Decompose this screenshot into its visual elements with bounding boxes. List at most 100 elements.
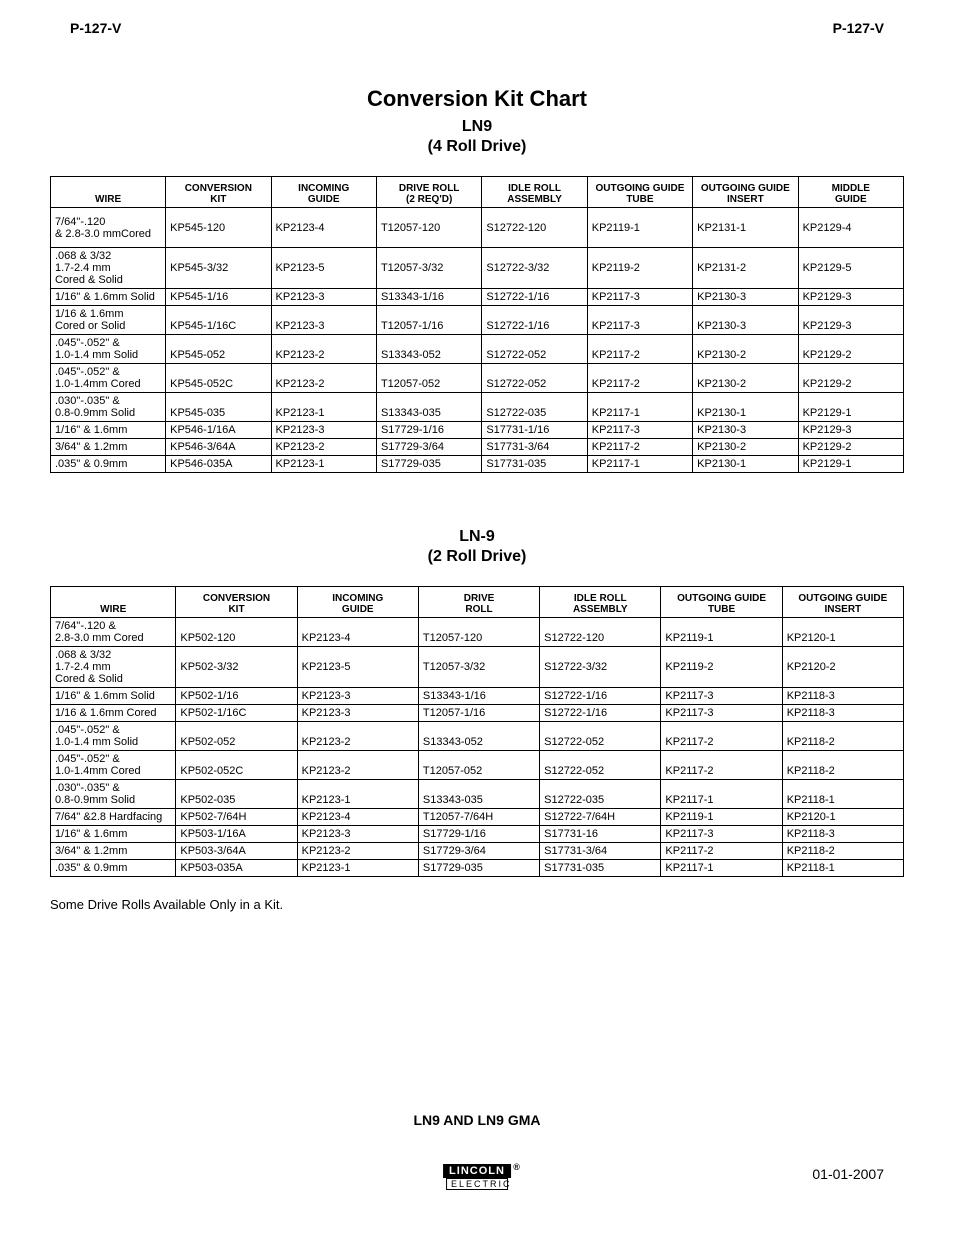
data-cell: KP2123-1 <box>271 456 376 473</box>
data-cell: KP2123-2 <box>271 364 376 393</box>
col-header: INCOMINGGUIDE <box>271 177 376 208</box>
data-cell: KP2117-1 <box>661 860 782 877</box>
data-cell: KP502-1/16 <box>176 688 297 705</box>
col-header: IDLE ROLLASSEMBLY <box>482 177 587 208</box>
data-cell: KP2130-1 <box>693 393 798 422</box>
col-header: OUTGOING GUIDETUBE <box>661 587 782 618</box>
data-cell: KP2129-2 <box>798 364 903 393</box>
data-cell: KP2120-2 <box>782 647 903 688</box>
wire-cell: .030"-.035" &0.8-0.9mm Solid <box>51 780 176 809</box>
table-row: .045"-.052" &1.0-1.4 mm SolidKP545-052KP… <box>51 335 904 364</box>
data-cell: KP2129-2 <box>798 439 903 456</box>
data-cell: KP2129-3 <box>798 289 903 306</box>
data-cell: T12057-1/16 <box>418 705 539 722</box>
data-cell: KP2117-2 <box>587 439 692 456</box>
data-cell: S17729-1/16 <box>376 422 481 439</box>
data-cell: KP2123-2 <box>297 843 418 860</box>
data-cell: KP2123-4 <box>297 618 418 647</box>
wire-cell: 1/16 & 1.6mmCored or Solid <box>51 306 166 335</box>
data-cell: S17731-3/64 <box>540 843 661 860</box>
data-cell: KP2123-3 <box>297 688 418 705</box>
col-header: WIRE <box>51 177 166 208</box>
table-row: 1/16 & 1.6mmCored or SolidKP545-1/16C KP2… <box>51 306 904 335</box>
wire-cell: 3/64" & 1.2mm <box>51 843 176 860</box>
wire-cell: 7/64"-.120 &2.8-3.0 mm Cored <box>51 618 176 647</box>
data-cell: KP2117-3 <box>587 422 692 439</box>
wire-cell: 7/64" &2.8 Hardfacing <box>51 809 176 826</box>
data-cell: KP545-052 <box>166 335 271 364</box>
data-cell: KP502-7/64H <box>176 809 297 826</box>
col-header: OUTGOING GUIDEINSERT <box>782 587 903 618</box>
data-cell: S17729-1/16 <box>418 826 539 843</box>
data-cell: KP503-3/64A <box>176 843 297 860</box>
data-cell: KP2119-1 <box>661 618 782 647</box>
col-header: WIRE <box>51 587 176 618</box>
data-cell: KP546-1/16A <box>166 422 271 439</box>
table-row: .030"-.035" &0.8-0.9mm SolidKP545-035KP2… <box>51 393 904 422</box>
data-cell: KP2130-2 <box>693 364 798 393</box>
data-cell: KP2130-3 <box>693 422 798 439</box>
table-row: 1/16 & 1.6mm CoredKP502-1/16CKP2123-3T12… <box>51 705 904 722</box>
data-cell: KP546-035A <box>166 456 271 473</box>
data-cell: KP2123-2 <box>271 439 376 456</box>
data-cell: KP2117-2 <box>587 364 692 393</box>
table-row: 7/64"-.120 &2.8-3.0 mm CoredKP502-120KP2… <box>51 618 904 647</box>
data-cell: S13343-035 <box>376 393 481 422</box>
table-row: 7/64" &2.8 HardfacingKP502-7/64HKP2123-4… <box>51 809 904 826</box>
data-cell: KP2118-2 <box>782 751 903 780</box>
data-cell: S12722-035 <box>482 393 587 422</box>
title-sub1: LN9 <box>50 118 904 136</box>
wire-cell: 1/16" & 1.6mm Solid <box>51 289 166 306</box>
col-header: OUTGOING GUIDEINSERT <box>693 177 798 208</box>
data-cell: KP2130-2 <box>693 335 798 364</box>
data-cell: KP2117-2 <box>661 843 782 860</box>
data-cell: T12057-052 <box>376 364 481 393</box>
data-cell: KP2118-2 <box>782 722 903 751</box>
wire-cell: 1/16 & 1.6mm Cored <box>51 705 176 722</box>
data-cell: S12722-1/16 <box>540 705 661 722</box>
table2-wrap: WIRECONVERSIONKITINCOMINGGUIDEDRIVEROLLI… <box>50 586 904 877</box>
logo-top: LINCOLN ® <box>443 1164 511 1178</box>
data-cell: S12722-1/16 <box>482 306 587 335</box>
col-header: DRIVEROLL <box>418 587 539 618</box>
data-cell: S12722-1/16 <box>482 289 587 306</box>
footer-logo: LINCOLN ® ELECTRIC <box>443 1164 511 1192</box>
wire-cell: 1/16" & 1.6mm <box>51 422 166 439</box>
data-cell: KP2120-1 <box>782 809 903 826</box>
data-cell: KP2117-3 <box>661 688 782 705</box>
data-cell: T12057-3/32 <box>376 248 481 289</box>
data-cell: KP502-052 <box>176 722 297 751</box>
data-cell: KP2123-2 <box>297 722 418 751</box>
wire-cell: .045"-.052" &1.0-1.4 mm Solid <box>51 722 176 751</box>
table-row: 3/64" & 1.2mmKP503-3/64AKP2123-2S17729-3… <box>51 843 904 860</box>
data-cell: KP2123-4 <box>297 809 418 826</box>
data-cell: KP2117-3 <box>587 306 692 335</box>
data-cell: KP2119-1 <box>661 809 782 826</box>
data-cell: KP2123-3 <box>297 826 418 843</box>
table-row: 3/64" & 1.2mmKP546-3/64AKP2123-2S17729-3… <box>51 439 904 456</box>
table-row: 1/16" & 1.6mm SolidKP502-1/16KP2123-3S13… <box>51 688 904 705</box>
data-cell: S12722-052 <box>482 364 587 393</box>
data-cell: KP2117-2 <box>587 335 692 364</box>
data-cell: KP2123-3 <box>271 289 376 306</box>
data-cell: KP545-1/16C <box>166 306 271 335</box>
data-cell: KP2118-3 <box>782 826 903 843</box>
col-header: OUTGOING GUIDETUBE <box>587 177 692 208</box>
note: Some Drive Rolls Available Only in a Kit… <box>50 897 904 912</box>
data-cell: KP2123-2 <box>271 335 376 364</box>
data-cell: KP2129-5 <box>798 248 903 289</box>
data-cell: S17729-035 <box>376 456 481 473</box>
data-cell: KP502-120 <box>176 618 297 647</box>
data-cell: KP2129-1 <box>798 393 903 422</box>
data-cell: KP2123-1 <box>297 860 418 877</box>
table-4roll: WIRECONVERSIONKITINCOMINGGUIDEDRIVE ROLL… <box>50 176 904 473</box>
wire-cell: 1/16" & 1.6mm <box>51 826 176 843</box>
wire-cell: .068 & 3/321.7-2.4 mmCored & Solid <box>51 647 176 688</box>
data-cell: S17729-035 <box>418 860 539 877</box>
data-cell: S12722-035 <box>540 780 661 809</box>
data-cell: S13343-1/16 <box>376 289 481 306</box>
data-cell: S13343-1/16 <box>418 688 539 705</box>
data-cell: S17731-035 <box>540 860 661 877</box>
wire-cell: 7/64"-.120& 2.8-3.0 mmCored <box>51 208 166 248</box>
data-cell: KP2123-4 <box>271 208 376 248</box>
